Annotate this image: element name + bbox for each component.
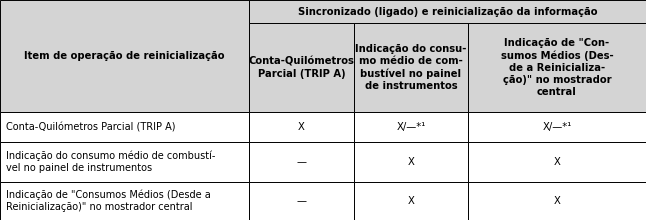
Text: Sincronizado (ligado) e reinicialização da informação: Sincronizado (ligado) e reinicialização … [298, 7, 597, 16]
Bar [249, 23, 354, 112]
Text: X: X [408, 157, 414, 167]
Text: Indicação de "Con-
sumos Médios (Des-
de a Reinicializa-
ção)" no mostrador
cent: Indicação de "Con- sumos Médios (Des- de… [501, 38, 613, 97]
Bar [249, 142, 354, 182]
Text: X: X [554, 196, 560, 206]
Bar [0, 112, 249, 142]
Text: Indicação do consu-
mo médio de com-
bustível no painel
de instrumentos: Indicação do consu- mo médio de com- bus… [355, 44, 466, 91]
Bar [468, 182, 646, 220]
Bar [0, 182, 249, 220]
Bar [354, 23, 468, 112]
Bar [354, 112, 468, 142]
Text: X/—*¹: X/—*¹ [396, 122, 426, 132]
Text: X/—*¹: X/—*¹ [542, 122, 572, 132]
Text: X: X [554, 157, 560, 167]
Text: Item de operação de reinicialização: Item de operação de reinicialização [24, 51, 225, 61]
Text: Conta-Quilómetros Parcial (TRIP A): Conta-Quilómetros Parcial (TRIP A) [6, 122, 176, 132]
Text: Conta-Quilómetros
Parcial (TRIP A): Conta-Quilómetros Parcial (TRIP A) [249, 57, 354, 79]
Text: Indicação de "Consumos Médios (Desde a
Reinicialização)" no mostrador central: Indicação de "Consumos Médios (Desde a R… [6, 189, 211, 212]
Text: —: — [297, 196, 306, 206]
Bar [249, 112, 354, 142]
Bar [249, 182, 354, 220]
Text: —: — [297, 157, 306, 167]
Text: Indicação do consumo médio de combustí-
vel no painel de instrumentos: Indicação do consumo médio de combustí- … [6, 150, 216, 173]
Bar [0, 142, 249, 182]
Bar [0, 0, 249, 112]
Bar [468, 112, 646, 142]
Bar [354, 182, 468, 220]
Bar [354, 142, 468, 182]
Text: X: X [298, 122, 305, 132]
Bar [468, 142, 646, 182]
Text: X: X [408, 196, 414, 206]
Bar [468, 23, 646, 112]
Bar [249, 0, 646, 23]
